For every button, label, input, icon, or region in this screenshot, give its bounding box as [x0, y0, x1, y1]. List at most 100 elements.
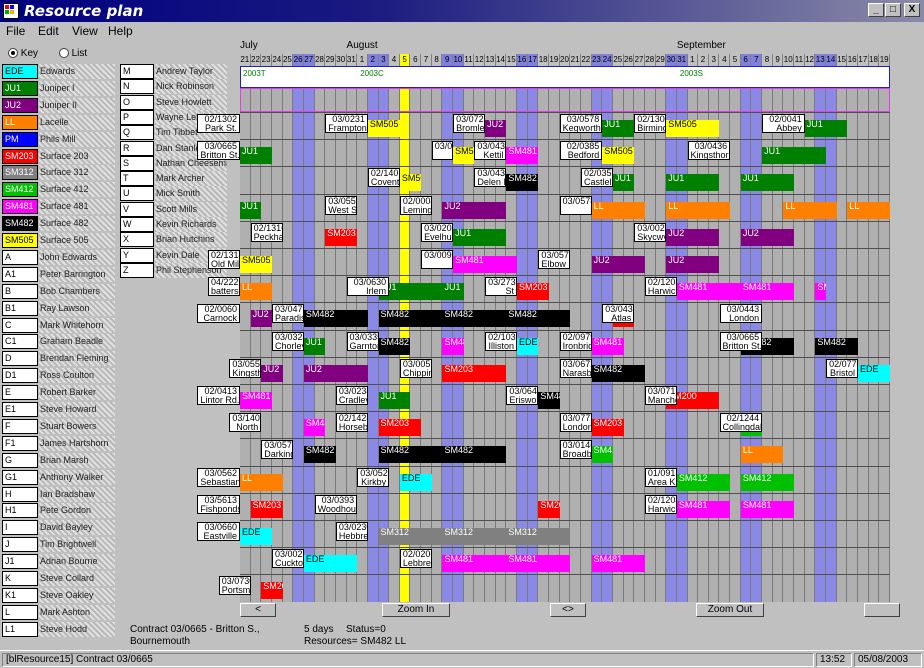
resource-bar[interactable]: LL: [240, 283, 272, 301]
resource-bar[interactable]: SM481: [303, 419, 326, 437]
menu-help[interactable]: Help: [108, 24, 133, 38]
resource-bar[interactable]: EDE: [240, 528, 272, 545]
day-label[interactable]: 19: [879, 54, 890, 66]
day-label[interactable]: 7: [421, 54, 432, 66]
resource-bar[interactable]: SM482: [378, 446, 443, 464]
day-label[interactable]: 2: [367, 54, 379, 66]
contract-box[interactable]: 03/0573Darking: [261, 440, 294, 460]
resource-bar[interactable]: JU1: [303, 337, 326, 355]
resource-bar[interactable]: SM482: [591, 364, 645, 382]
key-code-box[interactable]: M: [120, 64, 154, 79]
key-code-box[interactable]: I: [2, 520, 38, 536]
key-code-box[interactable]: SM481: [2, 199, 38, 215]
menu-edit[interactable]: Edit: [38, 24, 59, 38]
contract-box[interactable]: 04/2222battersea: [208, 277, 240, 297]
resource-bar[interactable]: SM312: [378, 528, 443, 545]
resource-bar[interactable]: JU1: [442, 283, 464, 301]
day-label[interactable]: 12: [804, 54, 816, 66]
contract-box[interactable]: 02/1303Birmingham: [634, 114, 667, 133]
key-code-box[interactable]: A1: [2, 266, 38, 282]
contract-box[interactable]: 03/0730Portsmouth: [218, 576, 251, 596]
resource-bar[interactable]: SM481: [506, 555, 571, 573]
resource-bar[interactable]: JU1: [240, 147, 272, 165]
contract-box[interactable]: 03/0436Delen Mill: [474, 168, 507, 188]
contract-box[interactable]: 03/0473Paradise: [271, 304, 304, 324]
resource-bar[interactable]: SM505: [602, 147, 635, 165]
minimize-button[interactable]: _: [868, 3, 884, 17]
resource-bar[interactable]: SM412: [591, 446, 613, 464]
day-label[interactable]: 26: [293, 54, 304, 66]
key-code-box[interactable]: J: [2, 537, 38, 553]
contract-box[interactable]: 02/1038Illiston: [485, 331, 518, 351]
resource-bar[interactable]: LL: [783, 201, 837, 219]
key-code-box[interactable]: T: [120, 171, 154, 187]
day-label[interactable]: 25: [612, 54, 624, 66]
resource-bar[interactable]: JU1: [804, 120, 848, 137]
day-label[interactable]: 20: [559, 54, 571, 66]
contract-box[interactable]: 03/0055Chipping: [399, 358, 432, 378]
app-grid-icon[interactable]: [3, 3, 19, 19]
resource-bar[interactable]: SM482: [378, 310, 443, 328]
day-label[interactable]: 10: [783, 54, 795, 66]
resource-bar[interactable]: SM482: [303, 310, 368, 328]
day-label[interactable]: 4: [719, 54, 731, 66]
resource-bar[interactable]: SM482: [815, 337, 859, 355]
key-code-box[interactable]: O: [120, 94, 154, 110]
resource-bar[interactable]: JU2: [591, 256, 645, 273]
resource-bar[interactable]: SM203: [378, 419, 422, 437]
resource-bar[interactable]: SM203: [261, 582, 283, 600]
close-button[interactable]: X: [904, 3, 920, 17]
key-code-box[interactable]: R: [120, 140, 154, 156]
day-label[interactable]: 26: [623, 54, 635, 66]
key-code-box[interactable]: F1: [2, 435, 38, 451]
contract-box[interactable]: 02/0979Ironbridge: [559, 331, 592, 351]
key-code-box[interactable]: D1: [2, 368, 38, 384]
resource-bar[interactable]: SM482: [442, 310, 507, 328]
day-label[interactable]: 28: [644, 54, 656, 66]
key-code-box[interactable]: Y: [120, 247, 154, 263]
day-label[interactable]: 3: [708, 54, 720, 66]
day-label[interactable]: 12: [474, 54, 486, 66]
contract-box[interactable]: 03/0324Chorley: [271, 331, 304, 351]
resource-bar[interactable]: SM481: [815, 283, 827, 301]
key-code-box[interactable]: U: [120, 186, 154, 202]
resource-bar[interactable]: SM505: [453, 147, 475, 165]
resource-bar[interactable]: SM481: [740, 500, 795, 518]
day-label[interactable]: 8: [431, 54, 443, 66]
key-code-box[interactable]: K: [2, 571, 38, 586]
scroll-left-button[interactable]: <: [240, 603, 276, 617]
day-label[interactable]: 22: [250, 54, 262, 66]
key-code-box[interactable]: G: [2, 452, 38, 468]
key-code-box[interactable]: SM203: [2, 148, 38, 164]
resource-bar[interactable]: SM312: [442, 528, 507, 545]
key-code-box[interactable]: JU2: [2, 97, 38, 113]
key-code-box[interactable]: L1: [2, 621, 38, 637]
resource-bar[interactable]: JU1: [240, 201, 262, 219]
key-code-box[interactable]: P: [120, 109, 154, 125]
contract-box[interactable]: 03/0393Woodhouse: [314, 494, 358, 514]
resource-bar[interactable]: EDE: [303, 555, 358, 573]
resource-bar[interactable]: JU2: [740, 228, 795, 246]
contract-box[interactable]: 02/1424Horsebridge: [335, 413, 368, 433]
resource-bar[interactable]: LL: [666, 201, 731, 219]
key-code-box[interactable]: K1: [2, 587, 38, 603]
resource-bar[interactable]: JU1: [740, 174, 795, 192]
contract-box[interactable]: 02/1401Coventry: [367, 168, 400, 188]
day-label[interactable]: 1: [357, 54, 368, 66]
day-label[interactable]: 7: [751, 54, 763, 66]
key-code-box[interactable]: H1: [2, 503, 38, 519]
day-label[interactable]: 4: [389, 54, 400, 66]
resource-bar[interactable]: JU2: [485, 120, 507, 137]
day-label[interactable]: 2: [698, 54, 709, 66]
day-label[interactable]: 5: [399, 54, 411, 66]
zoom-out-button[interactable]: Zoom Out: [696, 603, 764, 617]
day-label[interactable]: 21: [240, 54, 251, 66]
key-code-box[interactable]: EDE: [2, 64, 38, 79]
contract-box[interactable]: 03/0570Elbow St.: [538, 250, 571, 269]
resource-bar[interactable]: EDE: [858, 364, 890, 382]
key-code-box[interactable]: SM505: [2, 233, 38, 248]
resource-bar[interactable]: SM482: [442, 446, 507, 464]
contract-box[interactable]: 03/0672Narasbrook: [559, 358, 592, 378]
resource-bar[interactable]: SM505: [240, 256, 272, 273]
resource-bar[interactable]: SM481: [442, 555, 507, 573]
